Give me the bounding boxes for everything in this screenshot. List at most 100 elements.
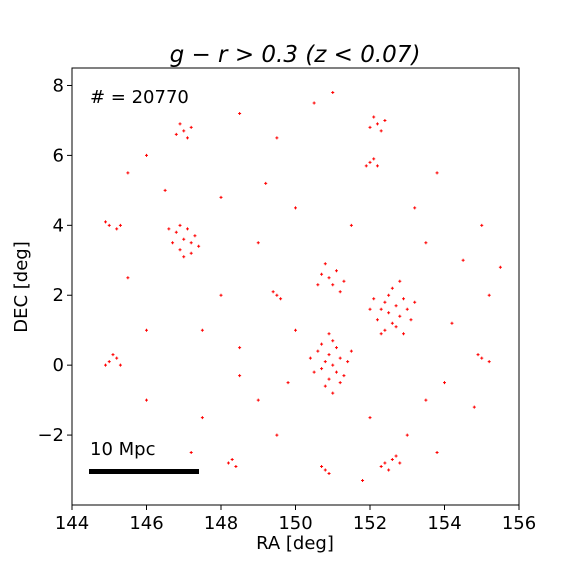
point xyxy=(312,101,316,105)
point xyxy=(331,363,335,367)
point xyxy=(387,311,391,315)
point xyxy=(320,272,324,276)
point xyxy=(390,321,394,325)
point xyxy=(331,90,335,94)
y-tick-label: 4 xyxy=(53,215,64,236)
point xyxy=(435,171,439,175)
point xyxy=(368,416,372,420)
x-tick-label: 146 xyxy=(129,513,163,534)
point xyxy=(375,164,379,168)
point xyxy=(338,381,342,385)
point xyxy=(323,360,327,364)
point xyxy=(327,276,331,280)
point xyxy=(320,367,324,371)
point xyxy=(226,461,230,465)
point xyxy=(409,318,413,322)
point xyxy=(327,353,331,357)
point xyxy=(480,356,484,360)
point xyxy=(275,433,279,437)
point xyxy=(334,346,338,350)
point xyxy=(174,230,178,234)
point xyxy=(372,157,376,161)
point xyxy=(394,304,398,308)
point xyxy=(182,237,186,241)
point xyxy=(320,465,324,469)
point xyxy=(368,307,372,311)
plot-area xyxy=(104,90,502,483)
point xyxy=(182,255,186,259)
point xyxy=(413,300,417,304)
point xyxy=(342,279,346,283)
point xyxy=(375,122,379,126)
point xyxy=(197,244,201,248)
point xyxy=(327,472,331,476)
point xyxy=(368,160,372,164)
point xyxy=(115,227,119,231)
point xyxy=(312,370,316,374)
point xyxy=(413,206,417,210)
point xyxy=(364,164,368,168)
point xyxy=(182,129,186,133)
point xyxy=(275,293,279,297)
point xyxy=(372,115,376,119)
point xyxy=(107,223,111,227)
point xyxy=(379,129,383,133)
point xyxy=(338,290,342,294)
point xyxy=(387,468,391,472)
point xyxy=(480,223,484,227)
point xyxy=(174,132,178,136)
point xyxy=(390,458,394,462)
point xyxy=(286,381,290,385)
point xyxy=(331,391,335,395)
point xyxy=(450,321,454,325)
point xyxy=(200,328,204,332)
point xyxy=(178,223,182,227)
x-tick-label: 152 xyxy=(353,513,387,534)
point xyxy=(256,241,260,245)
point xyxy=(323,262,327,266)
x-tick-label: 148 xyxy=(204,513,238,534)
point xyxy=(271,290,275,294)
x-tick-label: 144 xyxy=(55,513,89,534)
point xyxy=(327,377,331,381)
point xyxy=(327,332,331,336)
y-tick-label: 8 xyxy=(53,75,64,96)
point xyxy=(126,171,130,175)
x-tick-label: 154 xyxy=(427,513,461,534)
x-axis-label: RA [deg] xyxy=(256,533,334,554)
point xyxy=(118,223,122,227)
point xyxy=(379,307,383,311)
point xyxy=(316,283,320,287)
point xyxy=(349,349,353,353)
point xyxy=(472,405,476,409)
point xyxy=(394,325,398,329)
point xyxy=(189,451,193,455)
point xyxy=(234,465,238,469)
point xyxy=(167,227,171,231)
count-annotation: # = 20770 xyxy=(90,87,189,108)
point xyxy=(424,241,428,245)
y-tick-label: −2 xyxy=(37,425,64,446)
y-tick-label: 0 xyxy=(53,355,64,376)
point xyxy=(398,279,402,283)
point xyxy=(338,356,342,360)
point xyxy=(320,342,324,346)
y-tick-label: 2 xyxy=(53,285,64,306)
point xyxy=(383,328,387,332)
point xyxy=(498,265,502,269)
point xyxy=(424,398,428,402)
point xyxy=(405,433,409,437)
point xyxy=(118,363,122,367)
point xyxy=(383,300,387,304)
point xyxy=(189,241,193,245)
point xyxy=(189,251,193,255)
point xyxy=(238,111,242,115)
point xyxy=(294,328,297,332)
point xyxy=(346,360,350,364)
point xyxy=(111,353,115,357)
point xyxy=(185,227,189,231)
y-axis-label: DEC [deg] xyxy=(11,241,32,333)
point xyxy=(383,118,387,122)
point xyxy=(275,136,279,140)
